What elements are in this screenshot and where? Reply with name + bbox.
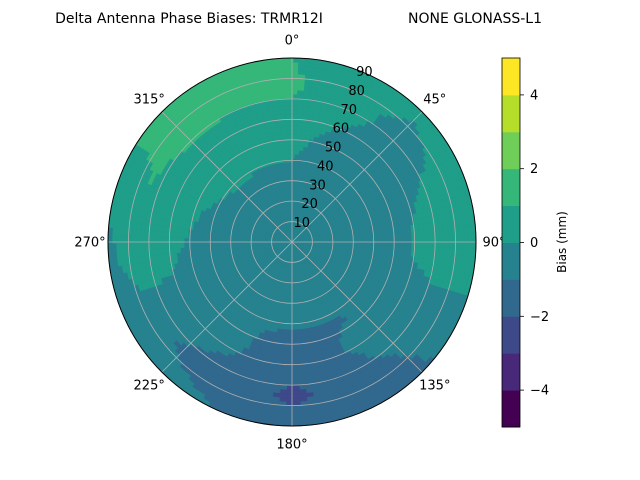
- chart-title-right: NONE GLONASS-L1: [408, 11, 542, 27]
- chart-title-left: Delta Antenna Phase Biases: TRMR12I: [55, 11, 323, 27]
